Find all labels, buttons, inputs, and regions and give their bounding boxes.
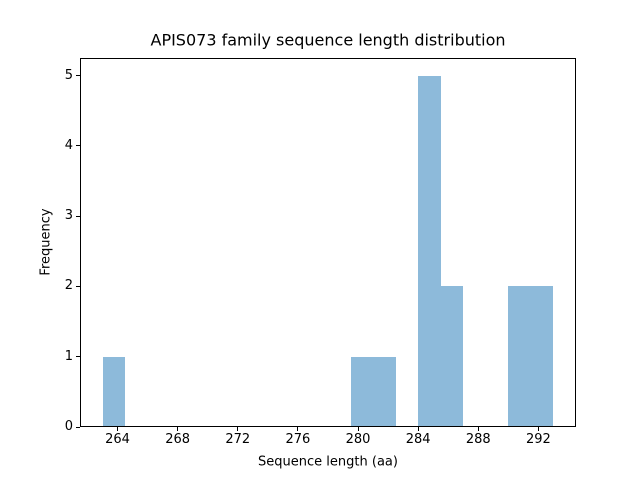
y-tick-mark (76, 426, 80, 428)
y-tick-label: 1 (64, 348, 73, 364)
y-tick-label: 0 (64, 419, 73, 434)
x-tick-label: 292 (526, 432, 551, 447)
chart-title: APIS073 family sequence length distribut… (150, 30, 506, 50)
histogram-bar (508, 286, 531, 427)
x-tick-label: 288 (465, 432, 491, 447)
y-tick-mark (76, 145, 80, 147)
y-tick-label: 5 (64, 67, 73, 83)
y-tick-label: 4 (64, 137, 73, 153)
y-tick-mark (76, 75, 80, 77)
x-tick-mark (357, 427, 359, 431)
y-tick-mark (76, 285, 80, 287)
histogram-bar (418, 75, 441, 427)
y-tick-label: 2 (64, 278, 73, 294)
histogram-bar (350, 356, 374, 427)
x-tick-mark (177, 427, 179, 431)
x-axis-label: Sequence length (aa) (258, 454, 398, 470)
x-tick-label: 268 (165, 432, 191, 447)
x-tick-label: 276 (285, 432, 311, 447)
x-tick-label: 284 (405, 432, 431, 447)
histogram-bar (530, 286, 554, 427)
x-tick-mark (477, 427, 479, 431)
plot-area (80, 58, 576, 427)
histogram-bar (440, 286, 464, 427)
y-tick-mark (76, 215, 80, 217)
x-tick-label: 272 (225, 432, 251, 447)
x-tick-mark (417, 427, 419, 431)
x-tick-mark (297, 427, 299, 431)
x-tick-label: 280 (345, 432, 371, 447)
x-tick-mark (117, 427, 119, 431)
histogram-bar (373, 356, 396, 427)
histogram-bar (102, 356, 126, 427)
x-tick-mark (537, 427, 539, 431)
y-tick-mark (76, 356, 80, 358)
y-tick-label: 3 (64, 208, 73, 224)
x-tick-label: 264 (105, 432, 130, 447)
x-tick-mark (237, 427, 239, 431)
